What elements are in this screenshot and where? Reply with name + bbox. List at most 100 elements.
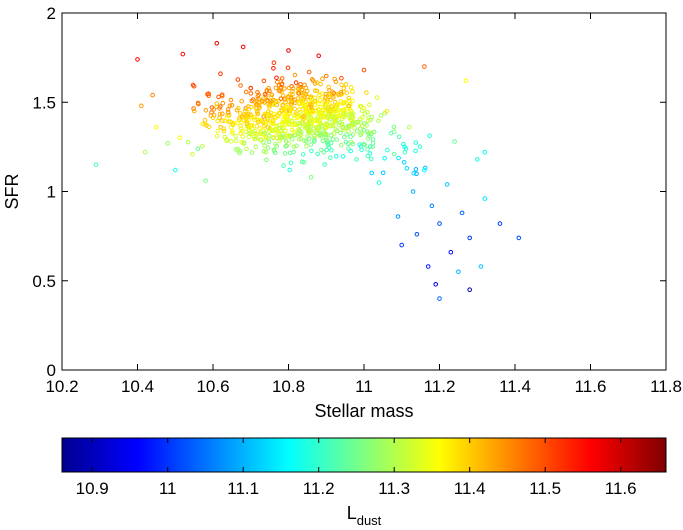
scatter-point (321, 150, 327, 155)
scatter-point (482, 149, 488, 155)
scatter-point (357, 126, 363, 132)
scatter-point (293, 80, 299, 85)
scatter-point (191, 108, 197, 114)
scatter-point (217, 111, 223, 117)
scatter-point (287, 167, 293, 173)
scatter-point (448, 249, 454, 255)
colorbar-tick-label: 10.9 (76, 479, 109, 498)
scatter-point (342, 134, 347, 140)
scatter-point (220, 100, 226, 106)
scatter-point (358, 116, 363, 122)
scatter-point (257, 126, 262, 131)
scatter-point (258, 137, 263, 142)
scatter-point (348, 148, 354, 154)
scatter-point (328, 109, 333, 114)
scatter-point (370, 137, 376, 142)
scatter-point (262, 91, 268, 97)
scatter-point (224, 115, 230, 121)
scatter-point (311, 126, 317, 131)
scatter-point (254, 110, 260, 115)
scatter-point (306, 69, 312, 75)
scatter-point (270, 119, 276, 124)
scatter-point (298, 121, 303, 126)
scatter-point (308, 142, 314, 147)
scatter-point (391, 124, 397, 130)
scatter-point (195, 100, 201, 106)
scatter-point (327, 88, 332, 93)
scatter-point (385, 147, 390, 153)
scatter-point (220, 118, 225, 123)
scatter-point (142, 149, 148, 155)
scatter-point (325, 142, 331, 148)
scatter-point (208, 113, 214, 118)
scatter-point (309, 77, 315, 82)
scatter-point (413, 167, 419, 172)
scatter-point (292, 72, 298, 78)
scatter-point (238, 83, 243, 88)
scatter-point (294, 143, 299, 149)
scatter-point (261, 96, 266, 101)
scatter-point (206, 124, 212, 130)
scatter-point (273, 141, 278, 147)
scatter-point (241, 112, 246, 118)
scatter-point (286, 48, 291, 53)
scatter-point (324, 73, 329, 79)
scatter-point (350, 89, 355, 94)
scatter-point (227, 103, 233, 109)
scatter-point (228, 97, 234, 103)
scatter-point (399, 242, 405, 248)
scatter-point (295, 90, 301, 95)
scatter-point (93, 162, 99, 167)
scatter-point (349, 139, 354, 145)
scatter-point (238, 123, 243, 128)
scatter-point (257, 105, 262, 110)
scatter-point (235, 146, 241, 152)
scatter-point (246, 134, 252, 139)
scatter-point (324, 140, 330, 145)
scatter-point (200, 143, 205, 149)
scatter-point (154, 124, 159, 130)
scatter-point (286, 95, 292, 100)
scatter-point (254, 123, 260, 129)
scatter-point (303, 107, 309, 112)
scatter-point (290, 136, 295, 142)
scatter-point (352, 125, 358, 131)
scatter-point (244, 122, 250, 127)
scatter-point (340, 107, 345, 113)
scatter-point (286, 85, 292, 91)
scatter-point (267, 103, 272, 108)
scatter-point (369, 114, 375, 120)
scatter-point (236, 105, 241, 111)
x-tick-label: 10.6 (196, 377, 229, 396)
scatter-point (277, 136, 283, 141)
scatter-point (248, 85, 253, 91)
scatter-point (293, 111, 299, 116)
scatter-point (354, 157, 359, 162)
scatter-point (323, 132, 329, 138)
scatter-point (264, 88, 270, 93)
scatter-point (324, 115, 330, 120)
scatter-point (344, 132, 349, 137)
scatter-point (281, 93, 286, 99)
scatter-point (352, 121, 358, 127)
scatter-point (225, 109, 231, 115)
scatter-point (467, 287, 473, 293)
y-axis-label: SFR (2, 173, 22, 209)
scatter-point (269, 94, 274, 100)
y-tick-label: 2 (47, 4, 56, 23)
scatter-point (335, 102, 341, 107)
scatter-point (328, 140, 334, 146)
scatter-point (281, 163, 286, 168)
scatter-point (241, 141, 247, 146)
scatter-point (226, 112, 232, 118)
scatter-point (321, 114, 327, 120)
scatter-point (306, 129, 311, 134)
scatter-point (262, 111, 268, 117)
scatter-point (203, 121, 208, 127)
scatter-point (355, 128, 360, 134)
scatter-point (238, 131, 243, 136)
scatter-point (309, 148, 314, 154)
scatter-point (271, 147, 277, 153)
x-tick-label: 11.4 (499, 377, 531, 396)
scatter-point (191, 106, 196, 111)
